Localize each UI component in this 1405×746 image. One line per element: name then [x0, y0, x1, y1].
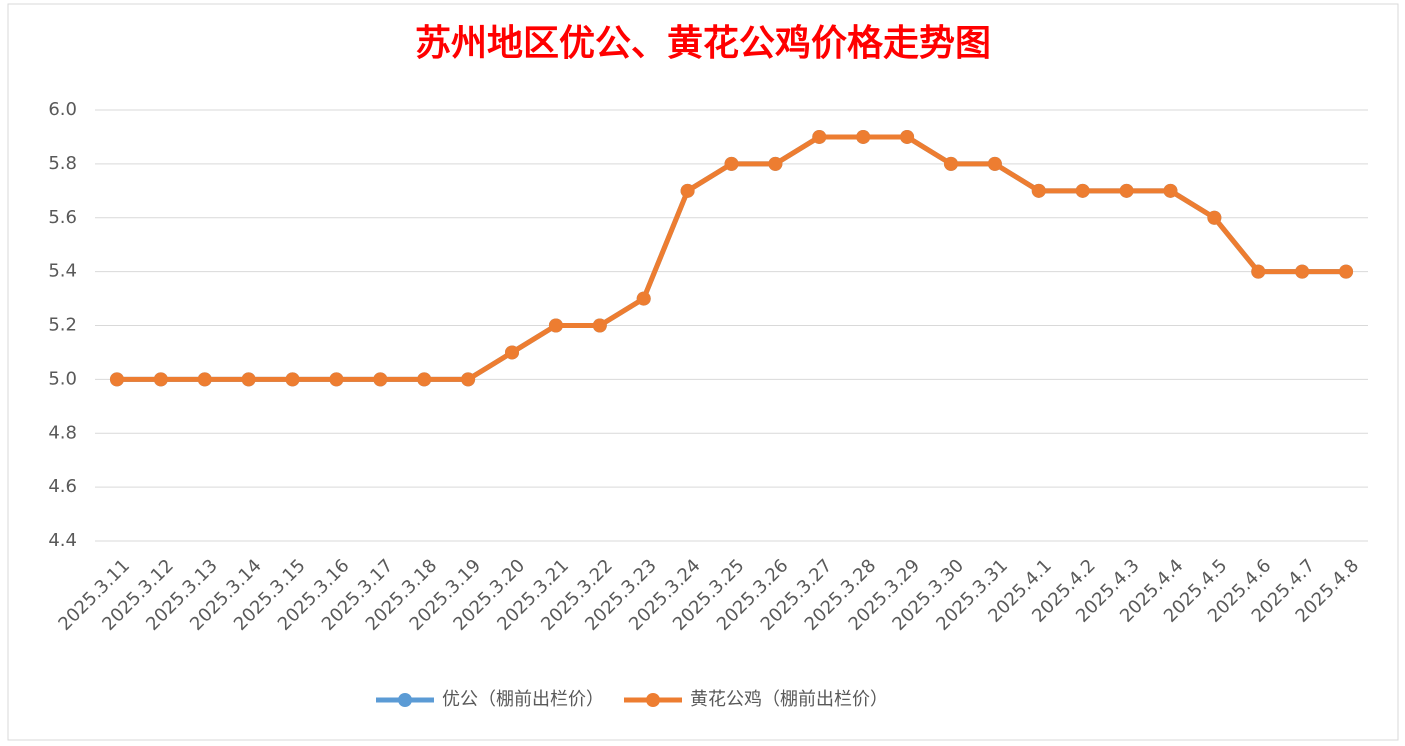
data-point: [1075, 183, 1090, 198]
data-point: [241, 372, 256, 387]
data-point: [1339, 264, 1354, 279]
data-point: [812, 129, 827, 144]
y-tick-label: 5.0: [48, 368, 77, 389]
legend-marker: [398, 693, 412, 707]
y-tick-label: 4.6: [48, 476, 77, 497]
data-point: [505, 345, 520, 360]
data-point: [373, 372, 388, 387]
y-tick-label: 5.8: [48, 153, 77, 174]
y-tick-label: 6.0: [48, 99, 77, 120]
data-point: [987, 156, 1002, 171]
data-point: [724, 156, 739, 171]
legend-marker: [646, 693, 660, 707]
data-point: [153, 372, 168, 387]
y-tick-label: 5.6: [48, 207, 77, 228]
data-point: [285, 372, 300, 387]
data-point: [636, 291, 651, 306]
data-point: [680, 183, 695, 198]
data-point: [1251, 264, 1266, 279]
data-point: [768, 156, 783, 171]
chart-title: 苏州地区优公、黄花公鸡价格走势图: [415, 22, 991, 64]
data-point: [1207, 210, 1222, 225]
data-point: [1163, 183, 1178, 198]
legend-label: 黄花公鸡（棚前出栏价）: [690, 689, 888, 710]
data-point: [109, 372, 124, 387]
data-point: [417, 372, 432, 387]
y-tick-label: 5.4: [48, 261, 77, 282]
data-point: [1119, 183, 1134, 198]
data-point: [548, 318, 563, 333]
data-point: [1031, 183, 1046, 198]
data-point: [197, 372, 212, 387]
data-point: [900, 129, 915, 144]
y-tick-label: 4.8: [48, 422, 77, 443]
data-point: [856, 129, 871, 144]
data-point: [592, 318, 607, 333]
legend-label: 优公（棚前出栏价）: [442, 689, 604, 710]
y-tick-label: 4.4: [48, 530, 77, 551]
data-point: [461, 372, 476, 387]
data-point: [943, 156, 958, 171]
data-point: [329, 372, 344, 387]
data-point: [1295, 264, 1310, 279]
y-tick-label: 5.2: [48, 315, 77, 336]
chart-border: [7, 3, 1399, 741]
